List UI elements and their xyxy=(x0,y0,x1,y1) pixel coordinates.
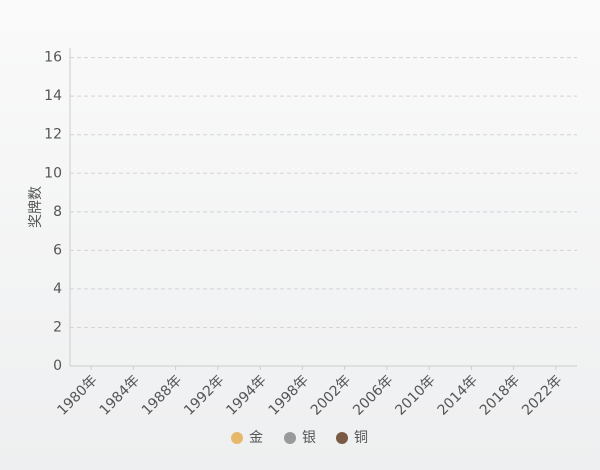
y-tick-label: 6 xyxy=(53,242,62,258)
legend-label: 金 xyxy=(249,430,263,446)
x-tick-label: 1984年 xyxy=(97,372,143,418)
y-tick-label: 4 xyxy=(53,281,62,297)
legend-label: 银 xyxy=(302,430,316,446)
y-tick-label: 14 xyxy=(44,88,62,104)
legend-label: 铜 xyxy=(354,430,368,446)
x-tick-label: 2010年 xyxy=(392,372,438,418)
y-axis-label: 奖牌数 xyxy=(27,186,44,228)
legend-marker xyxy=(231,432,243,444)
x-tick-label: 2018年 xyxy=(477,372,523,418)
y-tick-label: 2 xyxy=(53,319,62,335)
x-tick-label: 2014年 xyxy=(435,372,481,418)
x-tick-label: 2006年 xyxy=(350,372,396,418)
legend-marker xyxy=(284,432,296,444)
y-tick-label: 8 xyxy=(53,204,62,220)
y-tick-label: 0 xyxy=(53,358,62,374)
x-tick-label: 1992年 xyxy=(181,372,227,418)
x-tick-label: 1994年 xyxy=(223,372,269,418)
x-tick-label: 2022年 xyxy=(519,372,565,418)
x-tick-label: 1980年 xyxy=(54,372,100,418)
y-tick-label: 10 xyxy=(44,165,62,181)
legend-marker xyxy=(336,432,348,444)
x-tick-label: 2002年 xyxy=(308,372,354,418)
x-tick-label: 1988年 xyxy=(139,372,185,418)
x-tick-label: 1998年 xyxy=(266,372,312,418)
y-tick-label: 16 xyxy=(44,50,62,66)
y-tick-label: 12 xyxy=(44,127,62,143)
